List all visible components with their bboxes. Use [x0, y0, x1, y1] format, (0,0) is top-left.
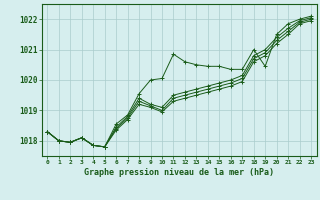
X-axis label: Graphe pression niveau de la mer (hPa): Graphe pression niveau de la mer (hPa)	[84, 168, 274, 177]
